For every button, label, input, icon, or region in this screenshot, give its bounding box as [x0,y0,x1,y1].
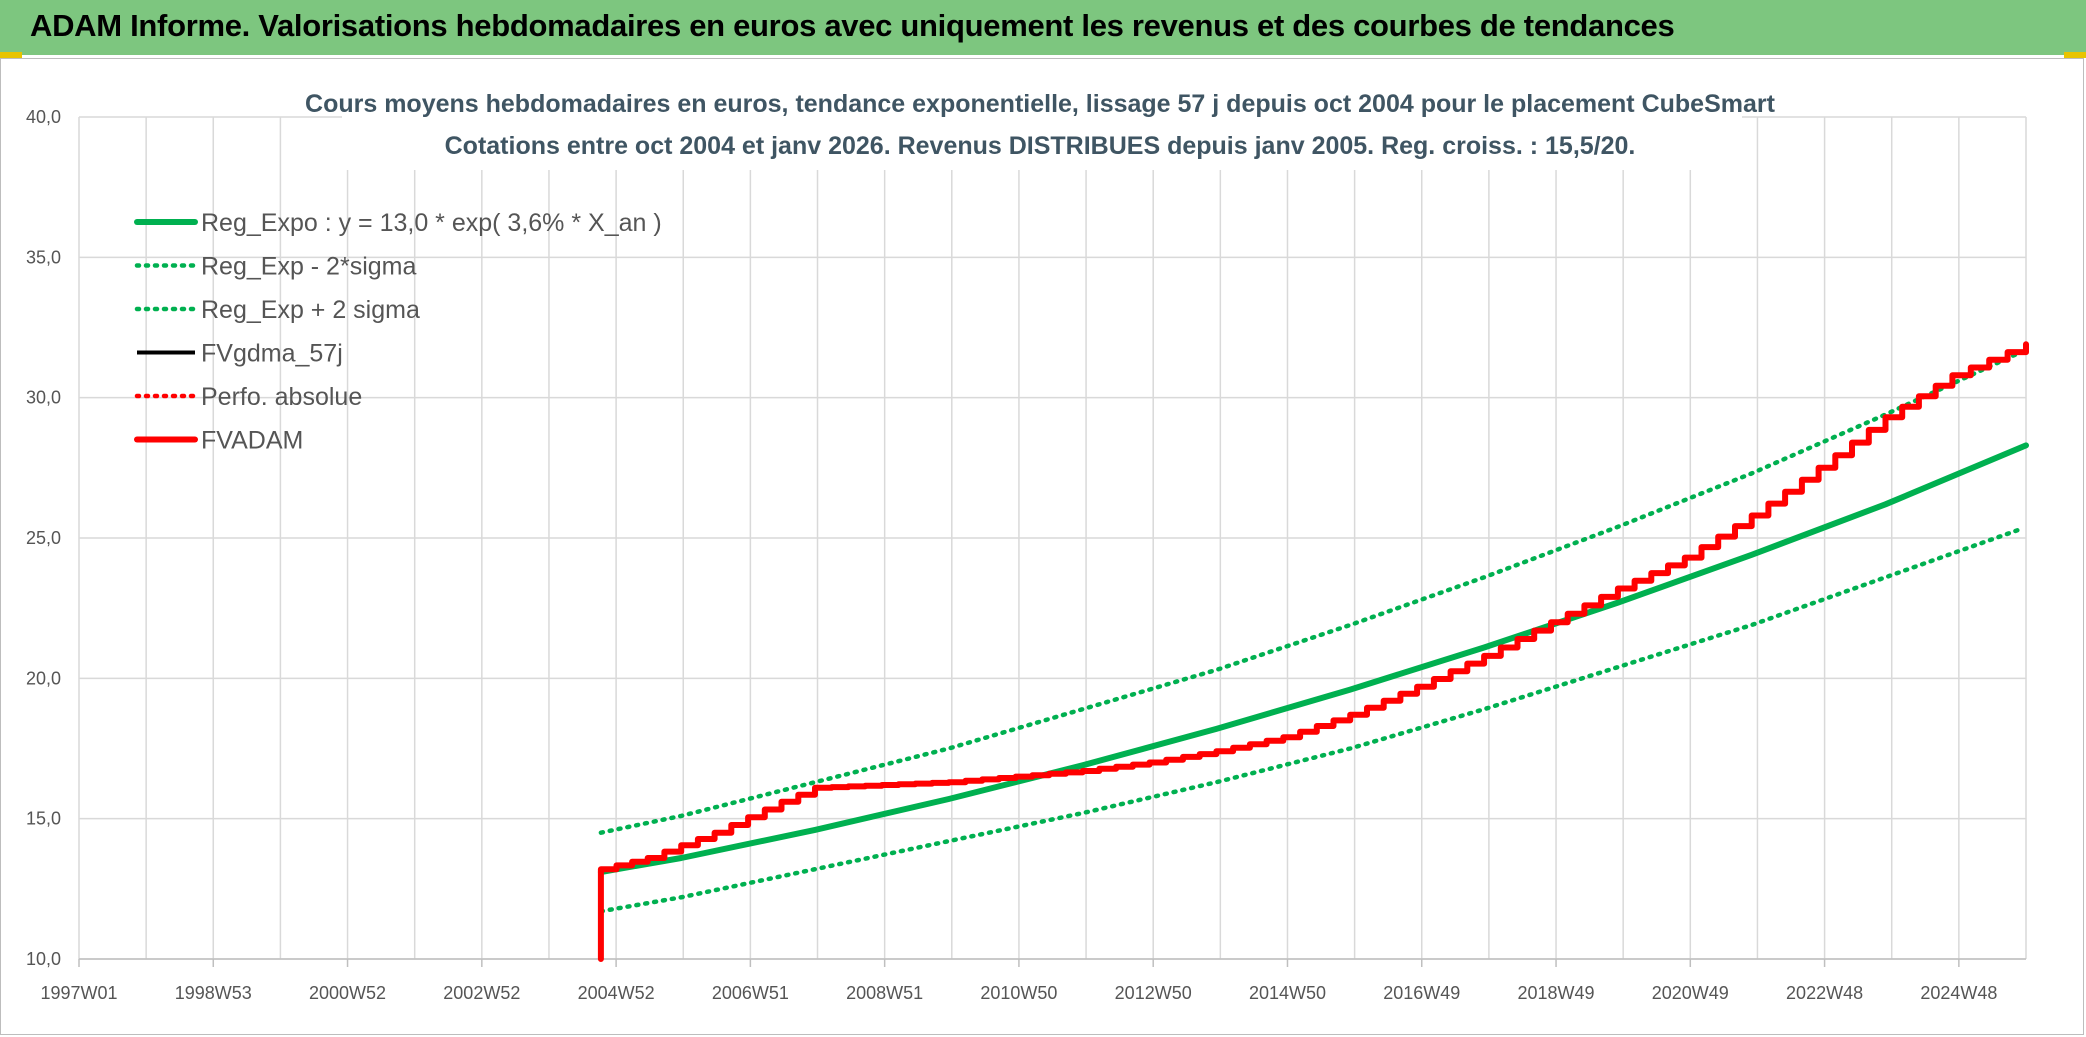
chart-frame [0,58,2084,1035]
series-line-1 [598,527,2022,914]
x-tick-label: 2006W51 [712,983,789,1003]
y-tick-label: 40,0 [26,107,61,127]
legend-label: Reg_Exp - 2*sigma [201,253,416,281]
y-tick-label: 25,0 [26,528,61,548]
series-line-5 [597,341,2029,962]
x-tick-label: 1998W53 [175,983,252,1003]
x-tick-label: 2012W50 [1115,983,1192,1003]
series-line-0 [597,442,2029,875]
x-tick-label: 2016W49 [1383,983,1460,1003]
x-tick-label: 2002W52 [443,983,520,1003]
legend-label: Reg_Exp + 2 sigma [201,296,420,324]
x-tick-label: 2020W49 [1652,983,1729,1003]
corner-mark-left [0,52,22,58]
title-background [342,83,1742,170]
legend-label: Reg_Expo : y = 13,0 * exp( 3,6% * X_an ) [201,209,662,237]
y-tick-label: 30,0 [26,388,61,408]
x-tick-label: 2010W50 [980,983,1057,1003]
legend: Reg_Expo : y = 13,0 * exp( 3,6% * X_an )… [134,209,662,455]
header-title: ADAM Informe. Valorisations hebdomadaire… [30,8,1675,43]
axes: 10,0 15,0 20,0 25,0 30,0 35,0 40,0 1997W01 1998W… [26,107,2026,1003]
y-tick-label: 35,0 [26,247,61,267]
legend-label: Perfo. absolue [201,383,362,411]
x-tick-label: 2000W52 [309,983,386,1003]
chart-title: Cours moyens hebdomadaires en euros, ten… [305,90,1776,118]
y-tick-label: 15,0 [26,809,61,829]
x-tick-label: 2018W49 [1518,983,1595,1003]
legend-label: FVADAM [201,427,303,455]
x-tick-label: 2014W50 [1249,983,1326,1003]
x-tick-label: 2004W52 [578,983,655,1003]
x-tick-label: 2008W51 [846,983,923,1003]
series [597,341,2029,962]
legend-label: FVgdma_57j [201,340,343,368]
grid [78,116,2027,960]
x-tick-label: 2024W48 [1920,983,1997,1003]
chart-subtitle: Cotations entre oct 2004 et janv 2026. R… [445,132,1636,160]
x-tick-label: 1997W01 [40,983,117,1003]
x-tick-label: 2022W48 [1786,983,1863,1003]
corner-mark-right [2064,52,2086,58]
header-banner: ADAM Informe. Valorisations hebdomadaire… [0,0,2086,55]
series-line-2 [598,350,2022,835]
y-tick-label: 10,0 [26,949,61,969]
y-tick-label: 20,0 [26,668,61,688]
